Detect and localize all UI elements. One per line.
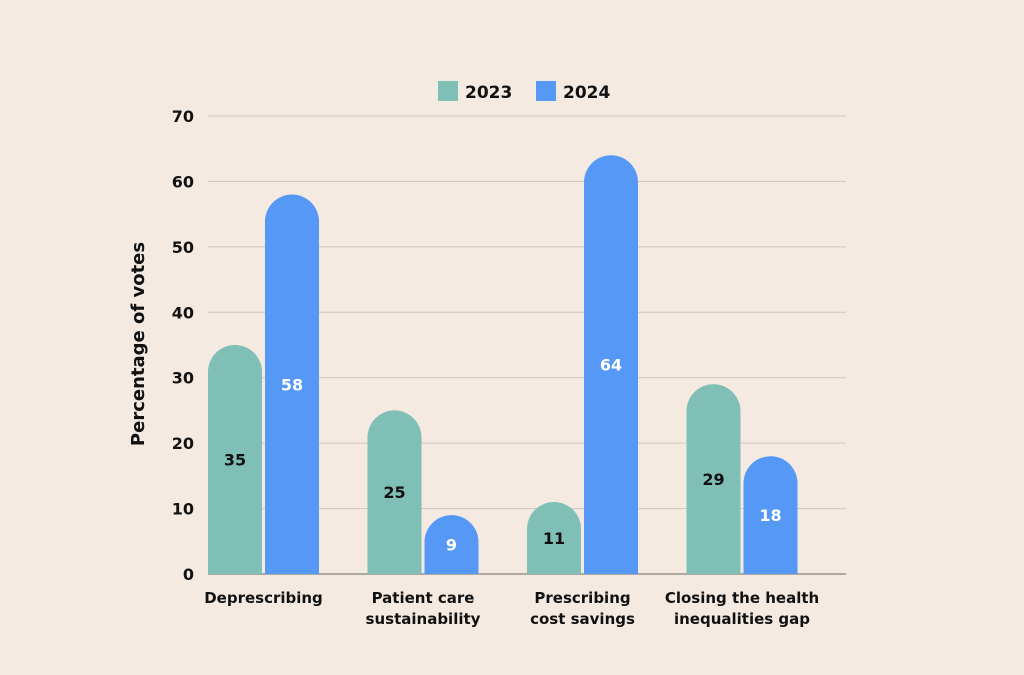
y-tick-label: 40 — [172, 303, 194, 322]
y-tick-label: 0 — [183, 565, 194, 584]
x-tick-label: Closing the health inequalities gap — [665, 589, 819, 628]
y-tick-label: 30 — [172, 369, 194, 388]
x-axis: Deprescribing Patient care sustainability P… — [204, 589, 819, 628]
y-tick-label: 50 — [172, 238, 194, 257]
data-label: 58 — [281, 375, 303, 394]
legend-swatch-2024 — [536, 81, 556, 101]
x-tick-label: Deprescribing — [204, 589, 323, 607]
legend-label: 2023 — [465, 83, 512, 103]
data-label: 18 — [759, 506, 781, 525]
legend-label: 2024 — [563, 83, 610, 103]
data-label: 29 — [702, 470, 724, 489]
x-tick-label: Prescribing cost savings — [530, 589, 635, 628]
x-tick-label: Patient care sustainability — [366, 589, 481, 628]
legend-swatch-2023 — [438, 81, 458, 101]
bar-2023-1 — [208, 345, 262, 574]
y-tick-label: 60 — [172, 172, 194, 191]
bar-2024-4 — [743, 456, 798, 574]
y-tick-label: 20 — [172, 434, 194, 453]
y-tick-label: 70 — [172, 107, 194, 126]
bar-2024-1 — [265, 194, 319, 575]
data-label: 64 — [600, 356, 622, 375]
legend: 2023 2024 — [438, 81, 610, 103]
y-axis-label: Percentage of votes — [128, 242, 149, 446]
bar-2023-3 — [527, 502, 581, 574]
bar-2023-2 — [367, 410, 422, 574]
y-tick-label: 10 — [172, 500, 194, 519]
bar-2023-4 — [686, 384, 741, 574]
data-label: 35 — [224, 451, 246, 470]
y-axis: 0 10 20 30 40 50 60 70 — [172, 107, 194, 584]
data-label: 25 — [383, 483, 405, 502]
data-label: 11 — [543, 529, 565, 548]
bar-2024-3 — [584, 155, 638, 574]
bar-2024-2 — [424, 515, 479, 574]
bars: 35 58 25 9 11 64 29 18 — [208, 155, 798, 575]
data-label: 9 — [446, 536, 457, 555]
